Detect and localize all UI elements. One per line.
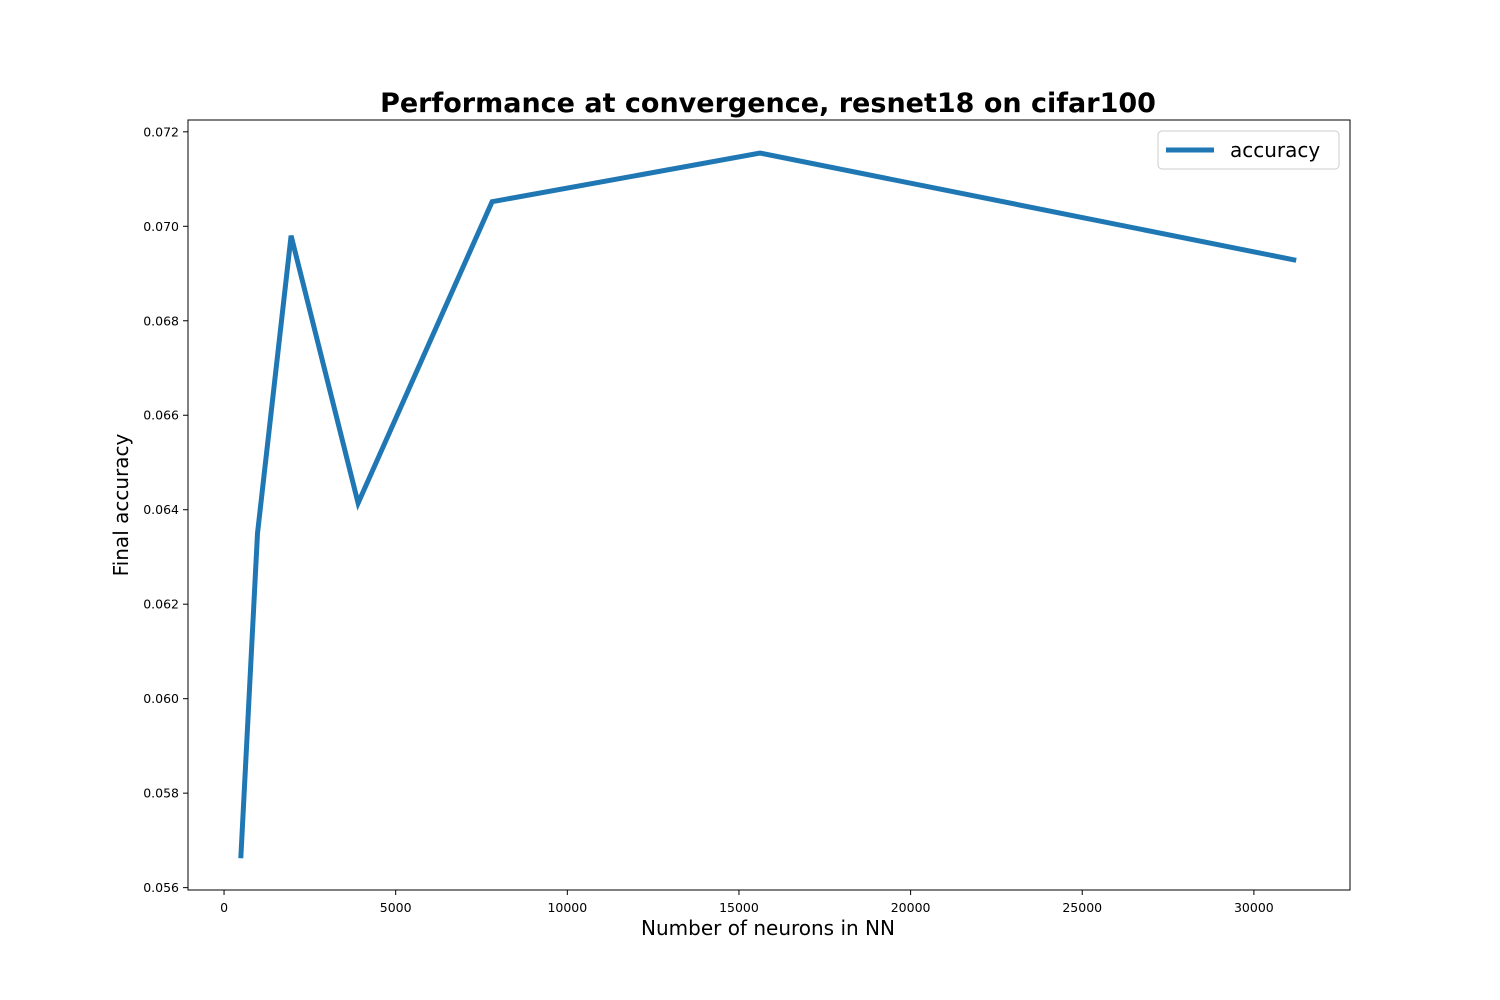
- y-axis: 0.056 0.058 0.060 0.062 0.064 0.066 0.068 0.070…: [143, 124, 188, 895]
- legend-box: [1157, 130, 1340, 170]
- x-tick-label: 15000: [719, 900, 759, 915]
- y-axis-label: Final accuracy: [109, 433, 133, 576]
- x-tick-label: 10000: [547, 900, 587, 915]
- legend: accuracy: [1157, 130, 1340, 170]
- y-tick-label: 0.062: [143, 597, 179, 612]
- x-tick-label: 25000: [1062, 900, 1102, 915]
- plot-area: [187, 119, 1351, 891]
- y-tick-label: 0.058: [143, 786, 179, 801]
- y-tick-label: 0.066: [143, 408, 179, 423]
- y-tick-label: 0.068: [143, 313, 179, 328]
- x-tick-label: 20000: [891, 900, 931, 915]
- y-tick-label: 0.064: [143, 502, 179, 517]
- y-tick-label: 0.060: [143, 691, 179, 706]
- chart-title: Performance at convergence, resnet18 on …: [380, 88, 1156, 119]
- x-axis-label: Number of neurons in NN: [641, 916, 895, 940]
- x-tick-label: 0: [220, 900, 228, 915]
- y-tick-label: 0.072: [143, 124, 179, 139]
- series-layer: [238, 150, 1297, 859]
- x-axis: 0 5000 10000 15000 20000 25000 30000: [220, 890, 1274, 915]
- y-tick-label: 0.070: [143, 219, 179, 234]
- y-tick-label: 0.056: [143, 880, 179, 895]
- plot-frame: [187, 119, 1351, 891]
- series-line-accuracy: [238, 150, 1297, 859]
- legend-label: accuracy: [1230, 138, 1320, 162]
- x-tick-label: 5000: [380, 900, 412, 915]
- x-tick-label: 30000: [1234, 900, 1274, 915]
